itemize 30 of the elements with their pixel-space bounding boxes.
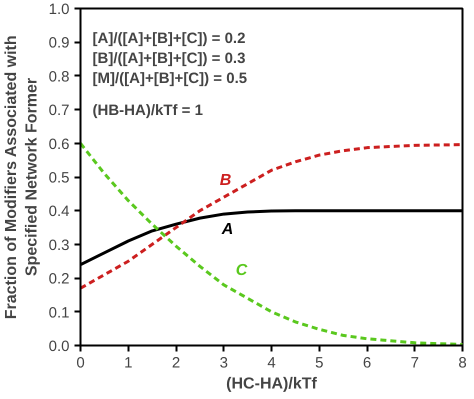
series-label: B: [220, 172, 232, 190]
series-label: A: [220, 221, 234, 238]
y-tick-label: 0.6: [48, 136, 70, 153]
x-tick-label: 4: [267, 354, 276, 372]
annotation: (HB-HA)/kTf = 1: [92, 102, 203, 119]
y-tick-label: 0.1: [48, 304, 70, 322]
y-tick-label: 0.4: [48, 203, 70, 220]
x-tick-label: 2: [172, 354, 180, 372]
y-tick-label: 0.9: [48, 34, 70, 52]
x-tick-label: 8: [458, 354, 467, 372]
x-tick-label: 3: [220, 354, 228, 372]
y-tick-label: 0.3: [48, 236, 70, 254]
y-tick-label: 0.5: [48, 170, 70, 186]
y-axis-title: Fraction of Modifiers Associated with Specified Network Former: [3, 35, 41, 320]
line-series: [80, 143, 462, 290]
y-tick-label: 1.0: [48, 1, 70, 18]
y-tick-label: 0.7: [48, 102, 70, 120]
annotation: [B]/([A]+[B]+[C]) = 0.3: [92, 50, 246, 67]
series-label: C: [236, 262, 248, 279]
annotation: [A]/([A]+[B]+[C]) = 0.2: [92, 30, 246, 47]
y-tick-label: 0.2: [48, 270, 70, 288]
x-tick-label: 6: [362, 354, 372, 372]
x-tick-label: 5: [315, 354, 324, 372]
y-tick-label: 0.0: [48, 338, 70, 355]
x-tick-label: 1: [124, 354, 132, 372]
x-tick-label: 7: [410, 354, 419, 372]
y-tick-label: 0.8: [48, 68, 70, 86]
annotation: [M]/([A]+[B]+[C]) = 0.5: [92, 70, 248, 87]
x-tick-label: 0: [76, 354, 85, 372]
x-axis-title: (HC-HA)/kTf: [226, 376, 318, 392]
